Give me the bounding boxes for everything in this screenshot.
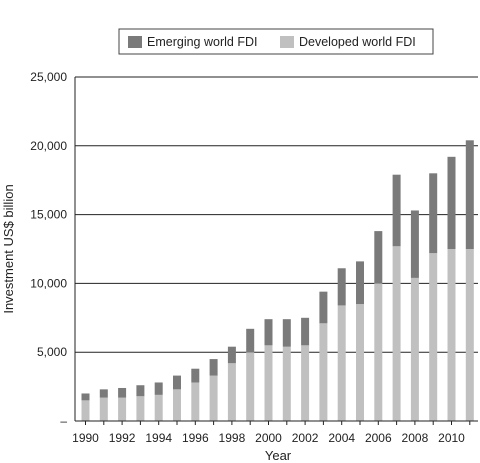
bar-emerging-2003 (319, 291, 328, 324)
bar-emerging-2000 (264, 319, 273, 346)
x-tick-label: 2010 (438, 431, 465, 445)
legend: Emerging world FDI Developed world FDI (118, 28, 434, 55)
gridlines (75, 76, 478, 353)
x-tick-label: 2002 (292, 431, 319, 445)
x-tick-label: 1994 (145, 431, 172, 445)
x-tick-label: 2006 (365, 431, 392, 445)
bar-emerging-1999 (246, 328, 255, 353)
bar-developed-1997 (209, 375, 218, 421)
bar-developed-1994 (154, 394, 163, 421)
bar-emerging-2008 (410, 210, 419, 278)
bar-emerging-1996 (191, 368, 200, 383)
bar-developed-1992 (118, 397, 127, 421)
y-tick-label: 10,000 (30, 276, 67, 290)
legend-swatch-emerging (128, 36, 142, 48)
y-tick-label: 15,000 (30, 208, 67, 222)
bar-emerging-2006 (374, 231, 383, 284)
bar-emerging-1990 (81, 393, 90, 401)
y-tick-label: 20,000 (30, 139, 67, 153)
bar-developed-2004 (337, 305, 346, 421)
bar-emerging-2002 (301, 317, 310, 346)
bar-emerging-1994 (154, 382, 163, 395)
y-axis-label: Investment US$ billion (1, 184, 16, 313)
bar-emerging-1998 (227, 346, 236, 364)
y-tick-label: 25,000 (30, 70, 67, 84)
bar-developed-2009 (429, 253, 438, 421)
x-tick-label: 1990 (72, 431, 99, 445)
bar-developed-1996 (191, 382, 200, 421)
legend-swatch-developed (280, 36, 294, 48)
x-axis-label: Year (265, 448, 292, 463)
bar-developed-2011 (465, 249, 474, 421)
bar-emerging-1992 (118, 387, 127, 398)
bar-developed-1991 (99, 397, 108, 421)
x-tick-label: 1998 (219, 431, 246, 445)
bar-emerging-1991 (99, 389, 108, 398)
x-tick-label: 2004 (328, 431, 355, 445)
bar-developed-2003 (319, 323, 328, 421)
bar-developed-1995 (173, 389, 181, 421)
bar-emerging-1995 (173, 375, 181, 390)
x-tick-label: 2000 (255, 431, 282, 445)
x-tick-label: 2008 (402, 431, 429, 445)
y-tick-labels: – 5,000 10,000 15,000 20,000 25,000 (30, 70, 67, 428)
bar-developed-1999 (246, 352, 255, 421)
legend-box (118, 28, 434, 55)
bar-developed-2001 (282, 346, 291, 421)
bar-developed-1993 (136, 396, 145, 421)
bar-emerging-1997 (209, 359, 218, 376)
axes (74, 77, 478, 425)
legend-label-developed: Developed world FDI (299, 35, 416, 49)
legend-label-emerging: Emerging world FDI (147, 35, 257, 49)
bar-emerging-2010 (447, 156, 456, 249)
bar-emerging-1993 (136, 385, 145, 397)
bar-developed-2006 (374, 283, 383, 421)
x-tick-label: 1992 (109, 431, 136, 445)
bar-emerging-2007 (392, 174, 401, 247)
bar-emerging-2011 (465, 140, 474, 249)
y-tick-label: – (60, 414, 67, 428)
bar-developed-1990 (81, 400, 90, 421)
bar-emerging-2001 (282, 319, 291, 347)
x-tick-label: 1996 (182, 431, 209, 445)
bar-developed-2007 (392, 246, 401, 421)
bar-developed-2008 (410, 277, 419, 421)
bar-developed-2000 (264, 345, 273, 421)
bar-emerging-2009 (429, 173, 438, 254)
x-tick-labels: 1990 1992 1994 1996 1998 2000 2002 2004 2006 2008… (72, 431, 465, 445)
bar-developed-2005 (356, 304, 364, 421)
bar-developed-2010 (447, 249, 456, 421)
y-tick-label: 5,000 (37, 345, 67, 359)
bars (81, 140, 474, 421)
bar-developed-1998 (227, 363, 236, 421)
bar-developed-2002 (301, 345, 310, 421)
bar-emerging-2004 (337, 268, 346, 306)
bar-emerging-2005 (356, 261, 364, 305)
